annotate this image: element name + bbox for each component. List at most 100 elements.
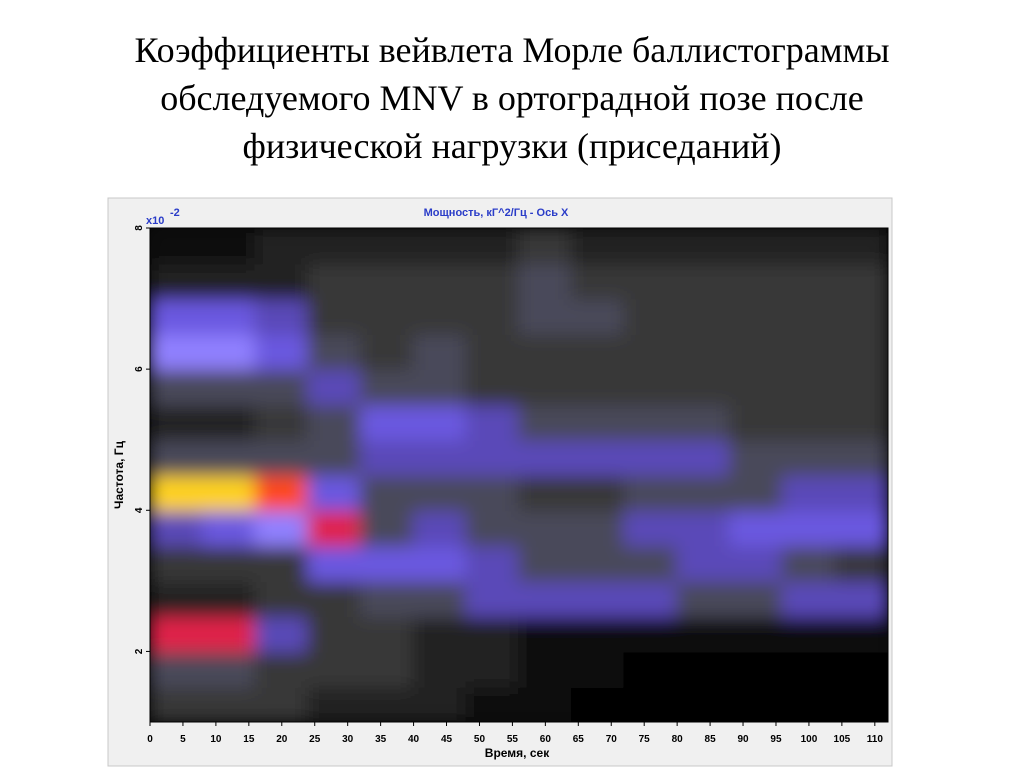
heat-cell (728, 438, 784, 476)
heat-cell (412, 544, 468, 582)
heat-cell (676, 403, 731, 441)
x-tick-label: 110 (867, 734, 884, 745)
heat-cell (201, 228, 257, 265)
heat-cell (307, 368, 362, 406)
x-tick-label: 40 (408, 734, 420, 745)
heat-cell (201, 332, 257, 371)
heat-cell (412, 615, 468, 653)
heat-cell (307, 685, 362, 722)
heat-cell (254, 368, 310, 406)
x-tick-label: 65 (573, 734, 585, 745)
heat-cell (412, 509, 468, 547)
x-tick-label: 10 (210, 734, 222, 745)
heat-cell (201, 368, 257, 406)
heat-cell (676, 332, 731, 371)
heat-cell (465, 262, 520, 300)
heat-cell (359, 262, 415, 300)
heat-cell (834, 262, 888, 300)
heat-cell (359, 615, 415, 653)
heat-cell (254, 403, 310, 441)
heat-cell (201, 297, 257, 335)
heat-cell (676, 438, 731, 476)
heat-cell (518, 474, 573, 512)
heat-cell (359, 509, 415, 547)
x-tick-label: 75 (639, 734, 651, 745)
heat-cell (201, 615, 257, 653)
heat-cell (781, 474, 837, 512)
heat-cell (728, 262, 784, 300)
heat-cell (307, 438, 362, 476)
heat-cell (150, 615, 204, 653)
heat-cell (465, 650, 520, 688)
heat-cell (412, 297, 468, 335)
heat-cell (307, 332, 362, 371)
heat-cell (201, 509, 257, 547)
heat-cell (623, 650, 679, 688)
heat-cell (254, 474, 310, 512)
heat-cell (412, 228, 468, 265)
heat-cell (834, 438, 888, 476)
heat-cell (412, 579, 468, 618)
heat-cell (412, 332, 468, 371)
title-line: Коэффициенты вейвлета Морле баллистограм… (134, 30, 889, 70)
heat-cell (781, 544, 837, 582)
heat-cell (570, 474, 626, 512)
heat-cell (150, 228, 204, 265)
title-line: обследуемого MNV в ортоградной позе посл… (160, 78, 864, 118)
heat-cell (254, 438, 310, 476)
heat-cell (201, 403, 257, 441)
x-tick-label: 80 (672, 734, 684, 745)
heat-cell (781, 262, 837, 300)
heat-cell (465, 332, 520, 371)
heat-cell (623, 262, 679, 300)
heat-cell (150, 650, 204, 688)
heat-cell (150, 403, 204, 441)
heat-cell (307, 650, 362, 688)
heat-cell (412, 474, 468, 512)
heat-cell (465, 579, 520, 618)
heat-cell (412, 403, 468, 441)
heat-cell (465, 297, 520, 335)
heat-cell (623, 579, 679, 618)
heat-cell (150, 368, 204, 406)
heat-cell (201, 438, 257, 476)
heat-cell (254, 332, 310, 371)
heat-cell (834, 544, 888, 582)
heat-cell (834, 228, 888, 265)
x-tick-label: 85 (705, 734, 717, 745)
heat-cell (254, 544, 310, 582)
y-tick-label: 8 (134, 225, 145, 231)
heat-cell (728, 544, 784, 582)
heat-cell (834, 297, 888, 335)
heat-cell (834, 615, 888, 653)
x-axis-label: Время, сек (485, 746, 550, 760)
heat-cell (570, 685, 626, 722)
x-tick-label: 25 (309, 734, 321, 745)
heat-cell (254, 615, 310, 653)
heat-cell (150, 332, 204, 371)
heat-cell (359, 650, 415, 688)
y-tick-label: 6 (134, 366, 145, 372)
heat-cell (201, 544, 257, 582)
heat-cell (359, 579, 415, 618)
x-tick-label: 35 (375, 734, 387, 745)
heat-cell (676, 368, 731, 406)
heat-cell (728, 403, 784, 441)
heat-cell (201, 685, 257, 722)
heat-cell (307, 297, 362, 335)
heat-cell (728, 685, 784, 722)
heat-cell (570, 579, 626, 618)
heat-cell (781, 615, 837, 653)
heat-cell (570, 228, 626, 265)
heat-cell (412, 685, 468, 722)
heat-cell (676, 509, 731, 547)
heat-cell (570, 332, 626, 371)
title-line: физической нагрузки (приседаний) (243, 126, 782, 166)
heat-cell (359, 403, 415, 441)
heat-cell (834, 368, 888, 406)
chart-subtitle: Мощность, кГ^2/Гц - Ось X (424, 207, 569, 219)
heat-cell (518, 403, 573, 441)
plot-frame (149, 227, 889, 723)
heat-cell (518, 297, 573, 335)
heat-cell (307, 615, 362, 653)
